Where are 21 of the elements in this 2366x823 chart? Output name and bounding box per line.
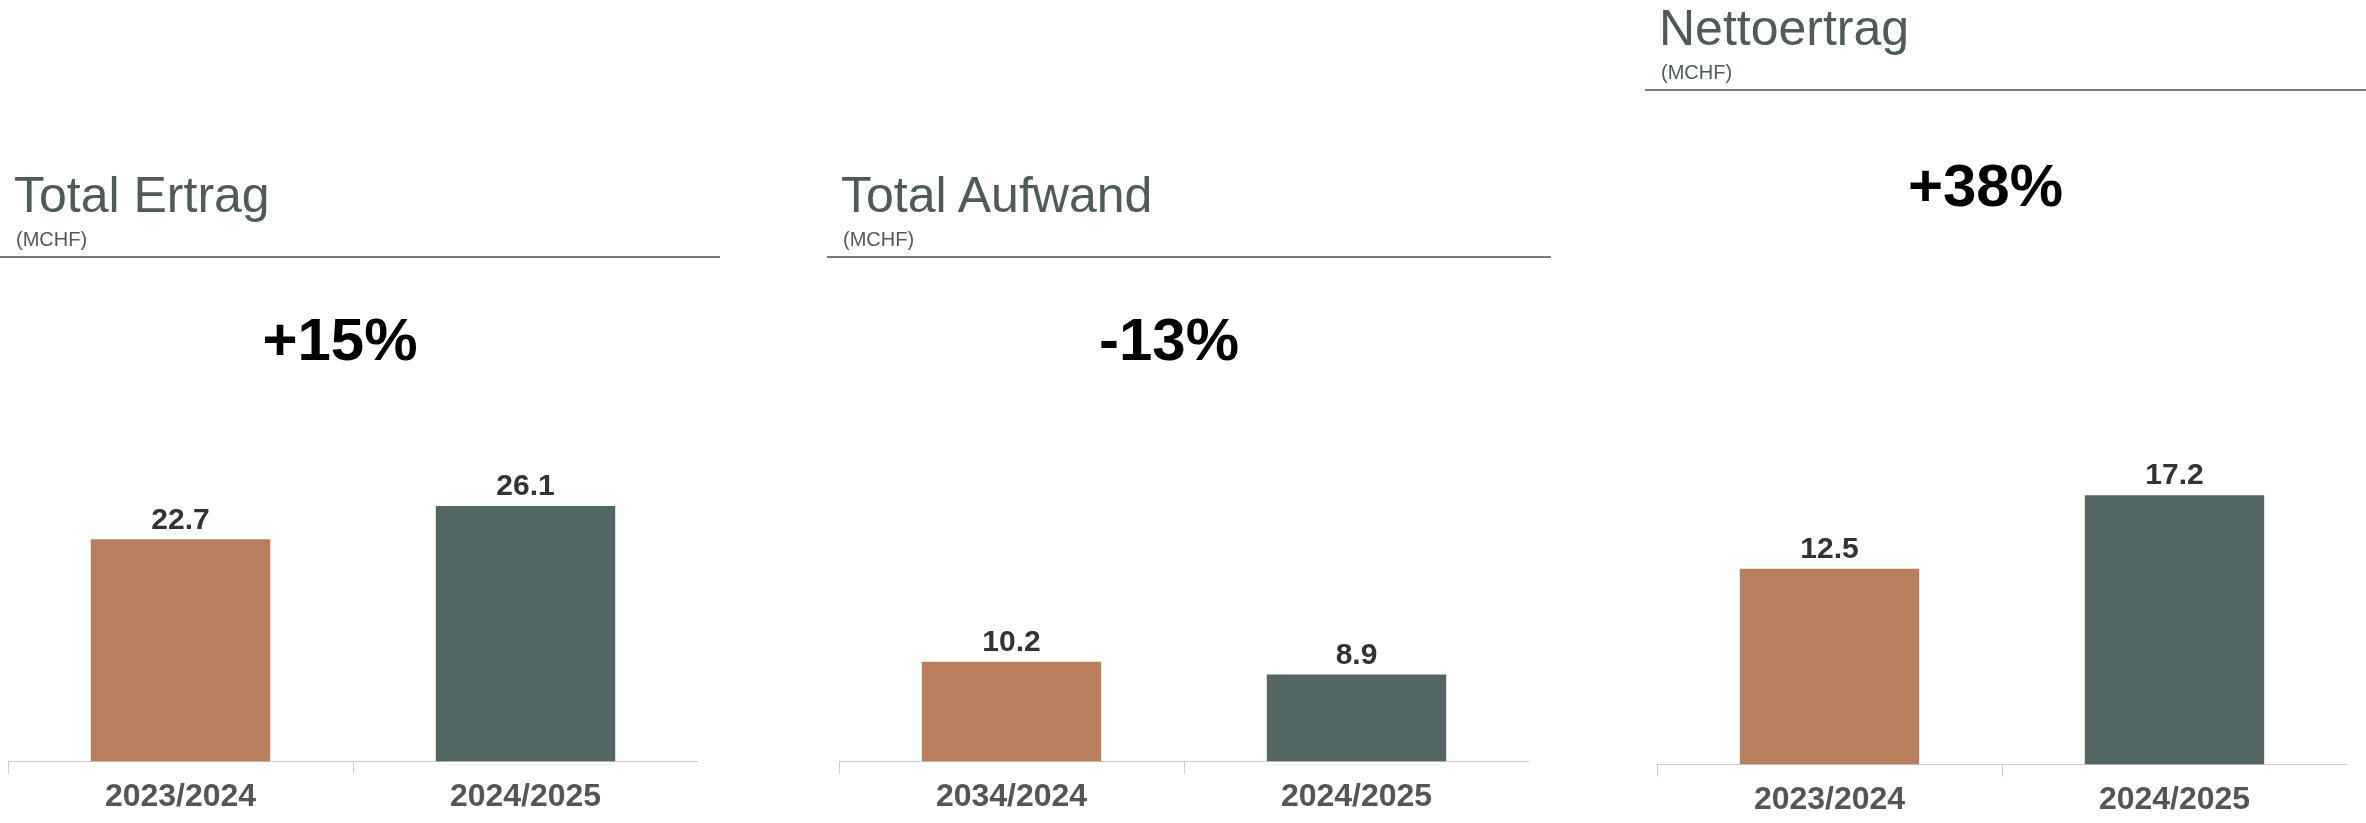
data-label: 10.2 [982, 624, 1041, 658]
data-label: 12.5 [1800, 531, 1859, 565]
text: -13% [1097, 305, 1241, 375]
data-label: 8.9 [1335, 636, 1378, 670]
text: +38% [1906, 151, 2065, 221]
chart-title: Total Ertrag [14, 166, 270, 225]
x-tick-label: 2023/2024 [1753, 779, 1906, 816]
x-tick-label: 2024/2025 [2098, 779, 2251, 816]
x-tick-label: 2034/2024 [935, 776, 1088, 813]
x-tick-label: 2024/2025 [1280, 776, 1433, 813]
data-label: 22.7 [151, 501, 210, 535]
chart-subtitle: (MCHF) [1661, 60, 1733, 84]
data-label: 26.1 [496, 468, 555, 502]
chart-subtitle: (MCHF) [843, 227, 915, 251]
text: +15% [261, 305, 419, 375]
chart-subtitle: (MCHF) [16, 227, 88, 251]
chart-title: Nettoertrag [1659, 0, 1910, 58]
chart-title: Total Aufwand [841, 166, 1153, 225]
x-tick-label: 2024/2025 [449, 776, 602, 813]
x-tick-label: 2023/2024 [104, 776, 257, 813]
data-label: 17.2 [2145, 457, 2204, 491]
